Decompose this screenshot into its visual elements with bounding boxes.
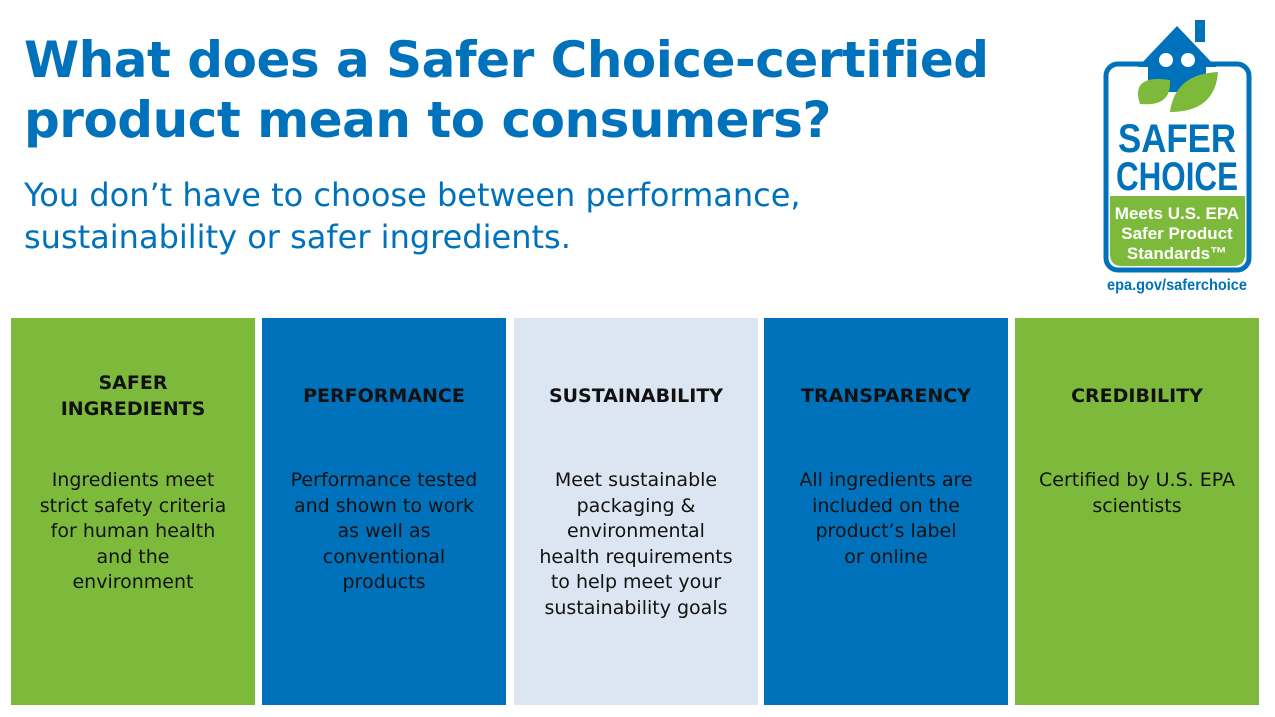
body-line: as well as xyxy=(337,520,431,542)
logo-house xyxy=(1138,26,1216,92)
body-line: packaging & xyxy=(576,494,696,517)
subtitle-line: sustainability or safer ingredients. xyxy=(24,218,571,256)
subtitle-line: You don’t have to choose between perform… xyxy=(24,176,801,214)
title: What does a Safer Choice-certified produc… xyxy=(24,30,989,150)
column-heading: PERFORMANCE xyxy=(262,370,506,422)
body-line: product’s label xyxy=(815,520,957,542)
body-line: environmental xyxy=(567,520,705,542)
column: PERFORMANCE Performance tested and shown t… xyxy=(262,318,506,705)
column-heading: TRANSPARENCY xyxy=(764,370,1008,422)
body-line: strict safety criteria xyxy=(39,494,227,517)
title-line: product mean to consumers? xyxy=(24,91,831,149)
logo-badge-text: Standards™ xyxy=(1127,244,1227,263)
heading-line: TRANSPARENCY xyxy=(801,385,971,407)
body-line: conventional xyxy=(322,545,446,568)
body-line: and shown to work xyxy=(293,494,475,517)
logo-badge-text: Meets U.S. EPA xyxy=(1115,204,1239,223)
column-heading: CREDIBILITY xyxy=(1015,370,1259,422)
body-line: to help meet your xyxy=(550,571,722,593)
body-line: for human health xyxy=(50,520,216,542)
body-line: and the xyxy=(96,545,170,568)
logo-badge-text: Safer Product xyxy=(1121,224,1233,243)
heading-line: CREDIBILITY xyxy=(1071,385,1203,407)
body-line: products xyxy=(342,571,426,593)
logo-leaf xyxy=(1170,72,1218,112)
title-line: What does a Safer Choice-certified xyxy=(24,31,989,89)
body-line: or online xyxy=(844,545,928,568)
heading-line: INGREDIENTS xyxy=(60,398,206,420)
column-body: All ingredients are included on the produc… xyxy=(768,468,1004,570)
subtitle: You don’t have to choose between perform… xyxy=(24,174,801,258)
logo-badge xyxy=(1110,196,1245,266)
column-body: Certified by U.S. EPA scientists xyxy=(1019,468,1255,519)
column: SAFER INGREDIENTS Ingredients meet strict s… xyxy=(11,318,255,705)
column-heading: SAFER INGREDIENTS xyxy=(11,370,255,422)
column-heading: SUSTAINABILITY xyxy=(514,370,758,422)
logo-chimney xyxy=(1195,20,1205,42)
column-body: Performance tested and shown to work as we… xyxy=(266,468,502,596)
body-line: Performance tested xyxy=(290,469,478,491)
body-line: health requirements xyxy=(539,545,733,568)
column: CREDIBILITY Certified by U.S. EPA scientis… xyxy=(1015,318,1259,705)
logo-word: SAFER xyxy=(1118,117,1236,161)
body-line: Ingredients meet xyxy=(51,469,215,491)
heading-line: SUSTAINABILITY xyxy=(548,385,724,407)
body-line: All ingredients are xyxy=(799,469,973,491)
column-body: Ingredients meet strict safety criteria fo… xyxy=(15,468,251,596)
column-body: Meet sustainable packaging & environmental… xyxy=(518,468,754,621)
body-line: included on the xyxy=(812,494,960,517)
body-line: Meet sustainable xyxy=(554,469,718,491)
logo-leaf xyxy=(1138,79,1171,105)
heading-line: SAFER xyxy=(98,372,168,394)
logo-word: CHOICE xyxy=(1116,155,1238,199)
body-line: Certified by U.S. EPA xyxy=(1039,469,1235,491)
heading-line: PERFORMANCE xyxy=(303,385,465,407)
column: TRANSPARENCY All ingredients are included … xyxy=(764,318,1008,705)
body-line: environment xyxy=(72,571,194,593)
body-line: sustainability goals xyxy=(544,596,728,619)
logo-url: epa.gov/saferchoice xyxy=(1107,277,1247,294)
column: SUSTAINABILITY Meet sustainable packaging … xyxy=(514,318,758,705)
body-line: scientists xyxy=(1092,494,1182,517)
